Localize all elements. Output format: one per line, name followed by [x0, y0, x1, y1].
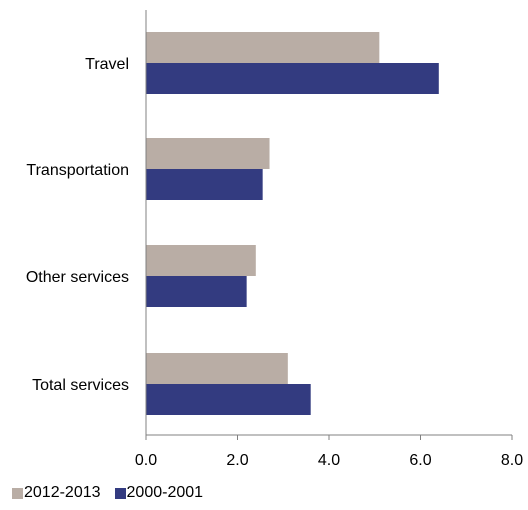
x-tick-label: 6.0 — [409, 452, 431, 469]
legend-swatch-2012-2013 — [12, 487, 23, 499]
labels-layer: Travel Transportation Other services Total … — [26, 56, 523, 469]
bar-transportation-2000-2001 — [146, 169, 263, 200]
legend-swatch-2000-2001 — [114, 487, 126, 499]
bar-other-services-2000-2001 — [146, 276, 247, 307]
x-tick-label: 0.0 — [135, 452, 157, 469]
legend-item-2000-2001: 2000-2001 — [114, 484, 204, 502]
axes-layer — [145, 10, 513, 440]
legend-item-2012-2013: 2012-2013 — [12, 484, 101, 502]
bar-total-services-2000-2001 — [146, 384, 311, 415]
legend: 2012-2013 2000-2001 — [12, 484, 203, 502]
legend-label-2012-2013: 2012-2013 — [24, 484, 101, 501]
bar-transportation-2012-2013 — [146, 138, 270, 169]
bars-layer — [146, 32, 439, 415]
bar-other-services-2012-2013 — [146, 245, 256, 276]
legend-label-2000-2001: 2000-2001 — [126, 484, 204, 501]
x-tick-label: 8.0 — [501, 452, 523, 469]
bar-total-services-2012-2013 — [146, 353, 288, 384]
x-tick-label: 2.0 — [226, 452, 248, 469]
category-label-transportation: Transportation — [26, 162, 129, 179]
bar-travel-2012-2013 — [146, 32, 380, 63]
x-tick-label: 4.0 — [318, 452, 340, 469]
category-label-total-services: Total services — [32, 377, 129, 394]
category-label-travel: Travel — [85, 56, 129, 73]
bar-travel-2000-2001 — [146, 63, 439, 94]
category-label-other-services: Other services — [26, 269, 129, 286]
